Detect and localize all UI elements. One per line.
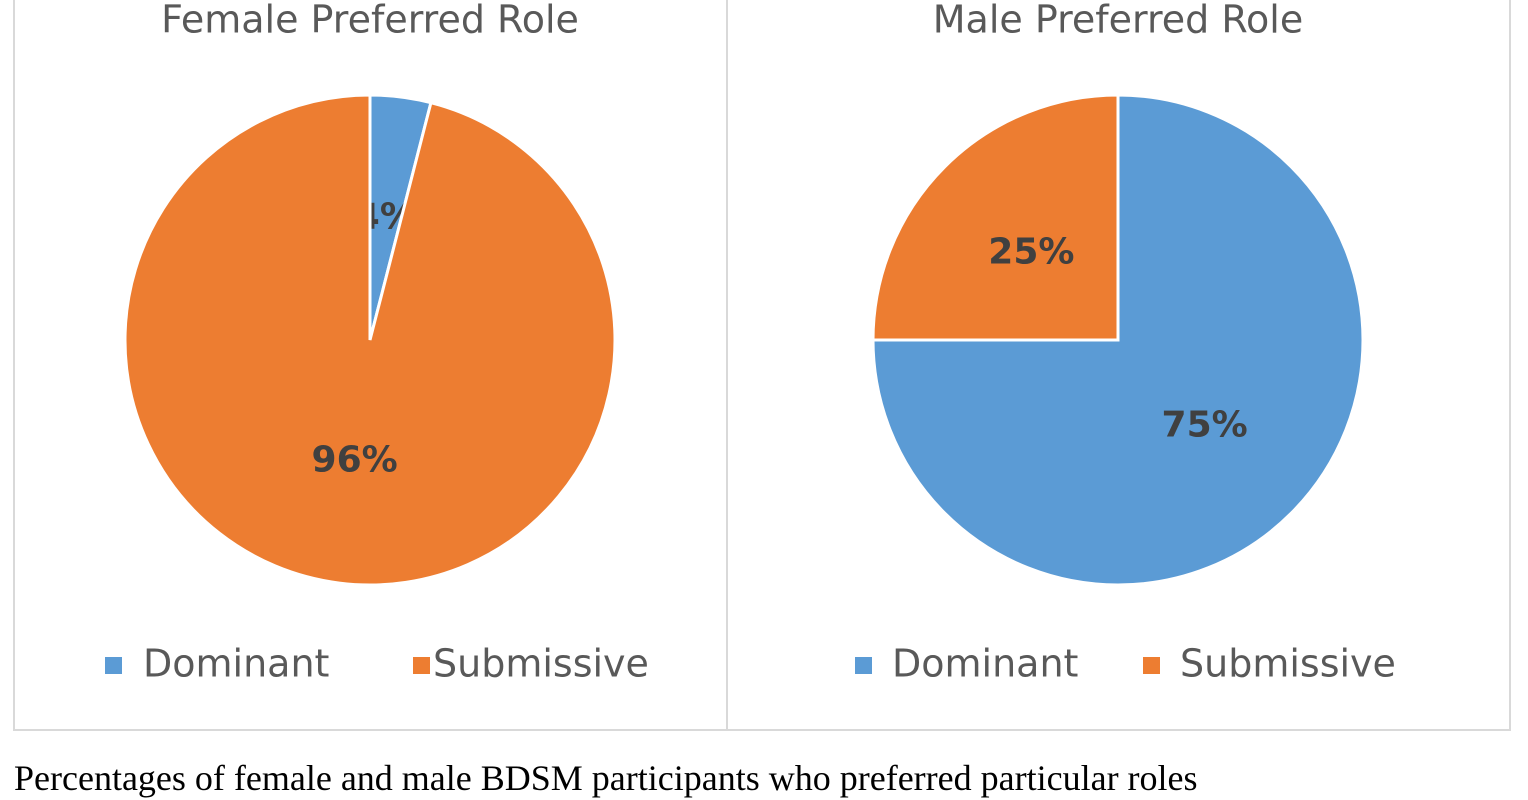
legend-swatch [105, 657, 122, 674]
legend-label: Submissive [1180, 642, 1396, 686]
caption: Percentages of female and male BDSM part… [14, 758, 1198, 798]
chart-title: Male Preferred Role [933, 0, 1303, 42]
legend-label: Dominant [892, 642, 1078, 686]
legend-label: Submissive [433, 642, 649, 686]
pie-slice [871, 93, 1365, 587]
data-label: 75% [1162, 405, 1248, 446]
legend-label: Dominant [143, 642, 329, 686]
pie-slice [871, 93, 1120, 342]
legend-swatch [855, 657, 872, 674]
pie-slice [123, 93, 617, 587]
panel-border [726, 0, 1511, 731]
legend-swatch [1143, 657, 1160, 674]
legend-swatch [413, 657, 430, 674]
chart-title: Female Preferred Role [161, 0, 579, 42]
data-label: 25% [988, 231, 1074, 272]
data-label: 96% [312, 440, 398, 481]
